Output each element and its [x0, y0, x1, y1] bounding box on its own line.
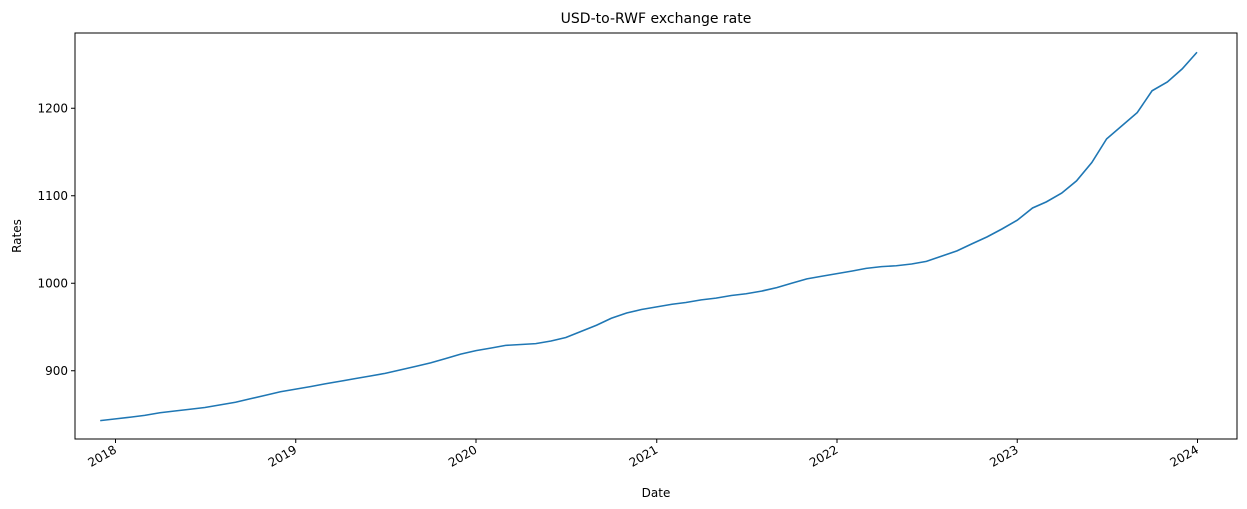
- y-tick-label: 1100: [37, 189, 68, 203]
- y-tick-label: 1000: [37, 276, 68, 290]
- x-axis-label: Date: [642, 486, 671, 500]
- x-tick-label: 2019: [266, 442, 299, 469]
- x-tick-label: 2021: [627, 442, 660, 469]
- x-tick-label: 2020: [446, 442, 479, 469]
- x-tick-label: 2024: [1168, 442, 1201, 469]
- x-tick-label: 2023: [987, 442, 1020, 469]
- x-tick-label: 2022: [807, 442, 840, 469]
- series-line: [100, 51, 1198, 422]
- chart-title: USD-to-RWF exchange rate: [561, 11, 752, 27]
- y-axis-label: Rates: [10, 219, 24, 253]
- y-axis: 900 1000 1100 1200: [37, 101, 75, 378]
- x-axis: 2018 2019 2020 2021 2022 2023 2024: [86, 439, 1201, 470]
- plot-area-frame: [74, 32, 1238, 440]
- y-tick-label: 900: [45, 364, 68, 378]
- x-tick-label: 2018: [86, 442, 119, 469]
- y-tick-label: 1200: [37, 101, 68, 115]
